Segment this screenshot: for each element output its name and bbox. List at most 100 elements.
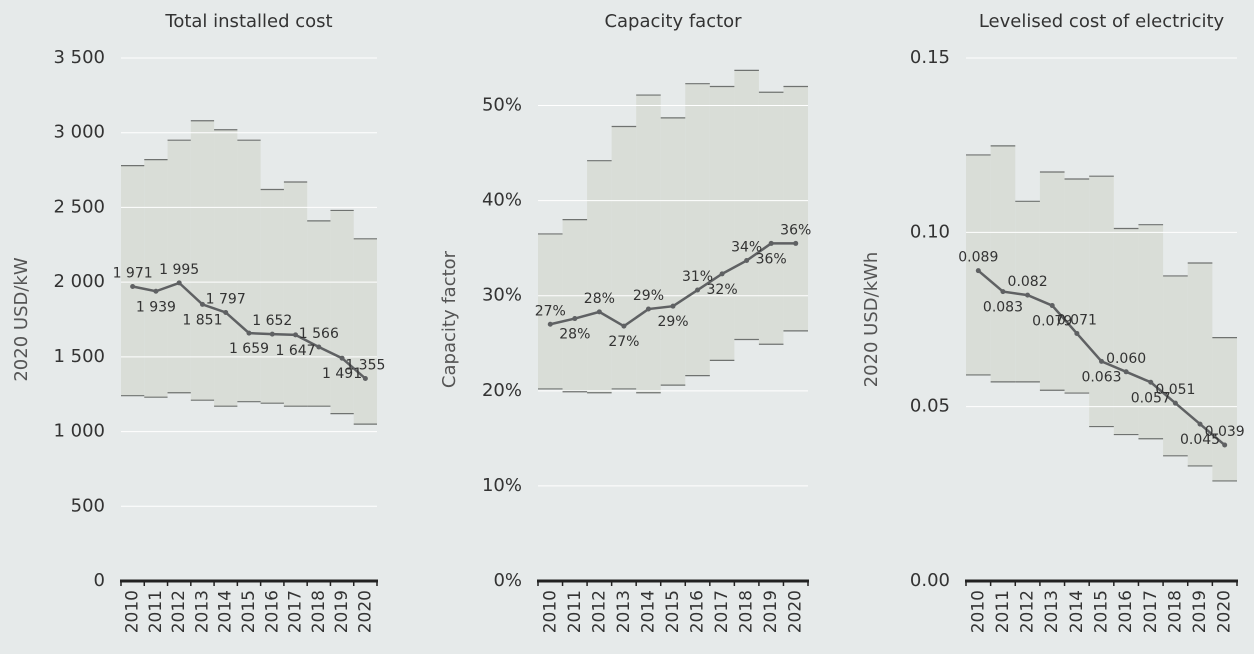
- x-tick-label: 2020: [1215, 590, 1235, 633]
- x-tick-label: 2015: [663, 590, 683, 633]
- y-tick-label: 0.00: [910, 570, 950, 591]
- x-tick-label: 2018: [309, 590, 329, 633]
- series-point: [1197, 421, 1203, 427]
- range-band: [660, 117, 686, 386]
- range-band: [1163, 275, 1188, 456]
- value-label: 1 939: [136, 299, 176, 315]
- value-label: 0.089: [958, 250, 998, 266]
- x-tick-label: 2019: [332, 590, 352, 633]
- series-point: [670, 303, 676, 309]
- series-point: [547, 321, 553, 327]
- series-point: [246, 330, 252, 336]
- y-tick-label: 2 000: [53, 271, 105, 292]
- value-label: 1 355: [345, 358, 385, 374]
- range-band: [587, 160, 612, 393]
- x-tick-label: 2016: [1116, 590, 1136, 633]
- y-tick-label: 10%: [482, 475, 522, 496]
- range-band: [1113, 228, 1139, 435]
- y-tick-label: 50%: [482, 95, 522, 116]
- y-tick-label: 500: [71, 495, 105, 516]
- y-tick-label: 0.10: [910, 221, 950, 242]
- value-label: 1 647: [275, 343, 315, 359]
- series-point: [1049, 303, 1055, 309]
- y-tick-label: 0: [94, 570, 105, 591]
- x-tick-label: 2013: [614, 590, 634, 633]
- range-band: [1015, 201, 1040, 382]
- range-band: [283, 182, 308, 407]
- series-point: [744, 258, 750, 264]
- value-label: 1 652: [252, 313, 292, 329]
- series-point: [362, 376, 368, 382]
- series-point: [645, 306, 651, 312]
- value-label: 36%: [780, 222, 811, 238]
- series-point: [130, 283, 136, 289]
- y-tick-label: 20%: [482, 380, 522, 401]
- range-band: [121, 165, 145, 396]
- y-tick-label: 1 500: [53, 346, 105, 367]
- y-axis-label: 2020 USD/kWh: [861, 252, 882, 388]
- value-label: 28%: [559, 327, 590, 343]
- series-point: [1074, 330, 1080, 336]
- x-tick-label: 2016: [688, 590, 708, 633]
- value-label: 1 851: [182, 312, 222, 328]
- value-label: 0.063: [1081, 369, 1121, 385]
- x-tick-label: 2017: [1141, 590, 1161, 633]
- value-label: 1 659: [229, 341, 269, 357]
- range-band: [1039, 172, 1065, 391]
- x-tick-label: 2013: [192, 590, 212, 633]
- x-tick-label: 2013: [1042, 590, 1062, 633]
- x-tick-label: 2010: [123, 590, 143, 633]
- value-label: 0.051: [1155, 382, 1195, 398]
- series-point: [1000, 289, 1006, 295]
- range-band: [1089, 176, 1114, 427]
- value-label: 1 566: [299, 326, 339, 342]
- x-tick-label: 2010: [968, 590, 988, 633]
- range-band: [562, 219, 588, 392]
- value-label: 0.071: [1057, 312, 1097, 328]
- series-point: [293, 332, 299, 338]
- range-band: [538, 233, 563, 389]
- x-tick-label: 2019: [761, 590, 781, 633]
- range-band: [1138, 224, 1164, 439]
- y-tick-label: 40%: [482, 190, 522, 211]
- panel-title: Levelised cost of electricity: [979, 11, 1225, 32]
- range-band: [144, 159, 168, 398]
- x-tick-label: 2011: [565, 590, 585, 633]
- y-axis-label: 2020 USD/kW: [11, 257, 32, 381]
- x-tick-label: 2018: [737, 590, 757, 633]
- value-label: 34%: [731, 240, 762, 256]
- value-label: 1 797: [206, 291, 246, 307]
- x-tick-label: 2014: [216, 590, 236, 633]
- series-point: [1099, 358, 1104, 364]
- value-label: 32%: [707, 282, 738, 298]
- y-axis-label: Capacity factor: [439, 250, 460, 388]
- y-tick-label: 0%: [493, 570, 522, 591]
- y-tick-label: 30%: [482, 285, 522, 306]
- series-point: [339, 355, 345, 361]
- range-band: [260, 189, 284, 404]
- value-label: 31%: [682, 269, 713, 285]
- x-tick-label: 2017: [286, 590, 306, 633]
- x-tick-label: 2020: [355, 590, 375, 633]
- series-point: [1222, 442, 1228, 448]
- value-label: 27%: [535, 303, 566, 319]
- range-band: [685, 83, 710, 376]
- series-point: [269, 331, 275, 337]
- value-label: 0.082: [1008, 274, 1048, 290]
- y-tick-label: 0.05: [910, 396, 950, 417]
- series-point: [768, 240, 774, 246]
- series-point: [176, 280, 182, 286]
- series-point: [316, 344, 322, 350]
- range-band: [611, 126, 637, 389]
- panel-title: Total installed cost: [164, 11, 332, 32]
- range-band: [990, 145, 1016, 382]
- series-point: [793, 240, 799, 246]
- x-tick-label: 2020: [786, 590, 806, 633]
- panel-title: Capacity factor: [604, 11, 742, 32]
- series-point: [621, 323, 627, 329]
- x-tick-label: 2012: [1018, 590, 1038, 633]
- value-label: 0.060: [1106, 351, 1146, 367]
- value-label: 36%: [756, 251, 787, 267]
- range-band: [966, 154, 991, 375]
